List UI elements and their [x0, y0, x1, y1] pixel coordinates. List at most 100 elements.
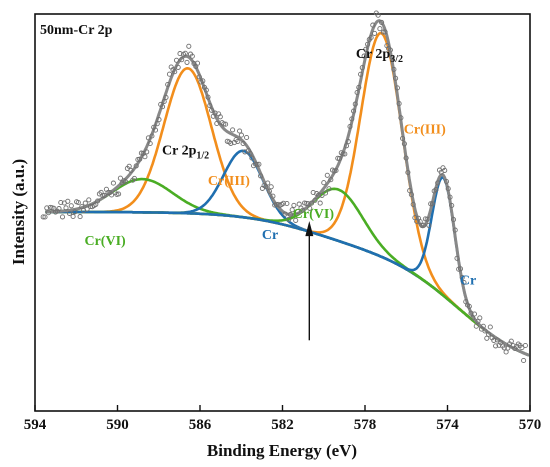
data-point [317, 200, 323, 206]
data-point [265, 180, 271, 186]
annotation-label: Cr(III) [404, 122, 446, 137]
data-point [480, 323, 486, 329]
data-point [449, 202, 455, 209]
data-point [294, 208, 301, 214]
data-point [461, 279, 467, 286]
data-point [230, 127, 236, 133]
data-point [291, 202, 297, 208]
data-point [398, 115, 404, 121]
data-point [487, 324, 493, 330]
data-point [426, 222, 432, 228]
data-point [508, 338, 514, 344]
data-point [200, 78, 206, 84]
data-point [117, 175, 123, 181]
data-point [63, 205, 69, 211]
data-point [66, 210, 73, 216]
data-point [375, 12, 381, 18]
data-point [424, 216, 430, 222]
data-point [59, 214, 66, 220]
data-point [324, 172, 330, 178]
data-point [296, 201, 302, 207]
data-point [228, 140, 234, 146]
annotation-subscript: 3/2 [390, 54, 403, 65]
annotation-label: Cr 2p1/2 [162, 144, 209, 162]
data-point [491, 337, 497, 343]
data-point [343, 143, 350, 149]
data-point [77, 214, 83, 220]
data-point [163, 94, 169, 100]
data-point [149, 133, 155, 139]
data-point [429, 201, 435, 207]
data-point [333, 167, 339, 174]
data-point [393, 75, 399, 81]
y-axis-label: Intensity (a.u.) [9, 159, 28, 265]
data-point [75, 199, 81, 206]
data-point [116, 191, 122, 197]
data-point [457, 266, 464, 272]
data-point [342, 151, 348, 157]
data-point [435, 180, 441, 186]
data-point [394, 85, 400, 91]
data-point [443, 178, 450, 185]
data-point [284, 200, 290, 207]
data-point [485, 331, 492, 337]
data-point [522, 342, 528, 349]
data-point [300, 207, 306, 213]
data-point [172, 69, 178, 75]
data-point [356, 84, 362, 90]
data-point [217, 114, 223, 120]
data-point [452, 227, 458, 233]
x-axis-label: Binding Energy (eV) [207, 441, 357, 460]
data-point [361, 53, 367, 59]
component-line-6 [45, 175, 530, 357]
data-point [287, 212, 293, 218]
data-point [428, 201, 434, 207]
data-point [377, 26, 383, 32]
data-point [365, 41, 371, 47]
x-axis-ticks: 594 590 586 582 578 574 570 [24, 405, 541, 433]
data-point [137, 156, 143, 162]
data-point [359, 65, 365, 71]
data-point [322, 190, 329, 196]
data-point [505, 345, 511, 351]
data-point [347, 123, 353, 130]
annotations: Cr 2p1/2Cr 2p3/2Cr(III)Cr(III)Cr(VI)Cr(V… [84, 47, 476, 288]
data-point [466, 303, 472, 309]
data-point [179, 57, 185, 63]
data-point [109, 192, 115, 198]
data-point [86, 197, 92, 203]
data-point [408, 192, 414, 198]
data-point [410, 201, 416, 207]
data-point [482, 328, 488, 334]
annotation-label: Cr [460, 273, 476, 288]
data-point [268, 184, 274, 190]
data-point [144, 149, 150, 155]
data-point [454, 255, 460, 261]
data-point [105, 190, 111, 196]
data-point [319, 192, 325, 198]
data-point [363, 46, 369, 52]
annotation-label: Cr(III) [208, 174, 250, 189]
data-point [205, 94, 211, 100]
data-point [315, 192, 322, 198]
data-point [207, 103, 213, 109]
data-point [521, 357, 527, 364]
data-point [152, 127, 159, 133]
data-point [126, 163, 132, 169]
data-point [382, 29, 388, 35]
data-point [256, 161, 262, 167]
data-point [156, 117, 162, 123]
data-point [214, 120, 220, 127]
arrow-head [305, 221, 314, 237]
data-point [45, 210, 52, 216]
data-point [235, 138, 241, 144]
data-point [280, 200, 286, 206]
data-point [358, 71, 364, 77]
data-point [95, 198, 101, 204]
data-point [494, 337, 500, 343]
data-point [175, 64, 181, 70]
data-point [372, 30, 378, 36]
data-point [308, 200, 315, 206]
data-point [270, 193, 276, 199]
data-point [289, 207, 295, 213]
